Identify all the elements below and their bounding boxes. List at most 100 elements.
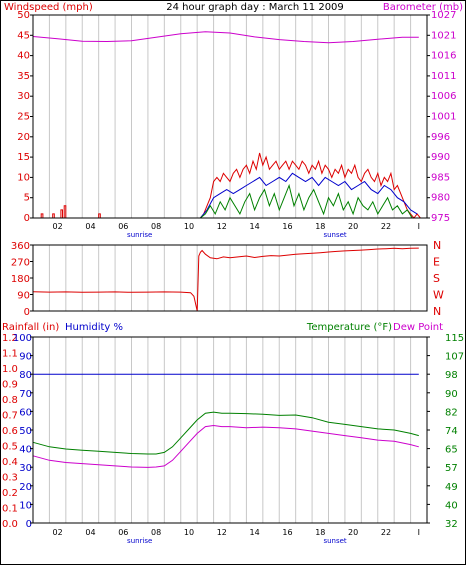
- humidity-tick-label: 90: [19, 352, 32, 363]
- rain-tick-label: 0.5: [2, 442, 18, 453]
- windspeed-label: Windspeed (mph): [4, 2, 93, 13]
- x-tick-label: 22: [381, 222, 391, 231]
- humidity-label: Humidity %: [65, 322, 123, 333]
- rain-tick-label: 0.8: [2, 395, 18, 406]
- y-right-tick-label: 990: [431, 152, 450, 163]
- sunset-label: sunset: [323, 537, 346, 545]
- humidity-tick-label: 50: [19, 426, 32, 437]
- y-right-tick-label: 1027: [431, 10, 456, 21]
- x-tick-label: 10: [184, 528, 194, 537]
- humidity-tick-label: 0: [26, 519, 32, 530]
- plot-frame: [32, 336, 428, 524]
- temperature-tick-label: 49: [445, 482, 458, 493]
- temperature-tick-label: 32: [445, 519, 458, 530]
- y-left-tick-label: 0: [24, 307, 30, 318]
- wind-barometer-panel: 0 5 10 15 20 25 30 35 40 45 50 975 980 985 990 996 1001 1…: [17, 10, 456, 239]
- temperature-tick-label: 98: [445, 370, 458, 381]
- x-tick-label: 18: [315, 222, 325, 231]
- y-left-tick-label: 45: [17, 30, 30, 41]
- y-right-tick-label: 985: [431, 172, 450, 183]
- rain-tick-label: 0.0: [2, 519, 18, 530]
- series-line-blue: [200, 172, 418, 219]
- y-right-tick-label: 1021: [431, 30, 456, 41]
- temperature-tick-label: 115: [445, 333, 464, 344]
- y-left-tick-label: 20: [17, 132, 30, 143]
- humidity-tick-label: 80: [19, 370, 32, 381]
- dewpoint-label: Dew Point: [393, 322, 443, 333]
- series-line-magenta: [32, 424, 419, 468]
- y-right-tick-label: 996: [431, 132, 450, 143]
- sunset-label: sunset: [323, 231, 346, 239]
- humidity-tick-label: 40: [19, 445, 32, 456]
- sunrise-label: sunrise: [127, 231, 152, 239]
- x-tick-label: 06: [118, 528, 128, 537]
- x-tick-label: I: [418, 222, 420, 231]
- x-tick-label: 08: [151, 222, 161, 231]
- x-tick-label: 20: [348, 222, 358, 231]
- temperature-tick-label: 40: [445, 500, 458, 511]
- chart-title: 24 hour graph day : March 11 2009: [166, 2, 344, 13]
- rain-tick-label: 0.1: [2, 504, 18, 515]
- x-tick-label: 02: [53, 528, 63, 537]
- y-left-tick-label: 5: [24, 193, 30, 204]
- x-tick-label: 10: [184, 222, 194, 231]
- x-tick-label: I: [418, 528, 420, 537]
- compass-label: W: [433, 289, 444, 302]
- x-tick-label: 06: [118, 222, 128, 231]
- plot-frame: [32, 244, 428, 312]
- x-tick-label: 16: [282, 222, 292, 231]
- y-left-tick-label: 35: [17, 71, 30, 82]
- temperature-tick-label: 65: [445, 445, 458, 456]
- rain-tick-label: 0.4: [2, 457, 18, 468]
- x-tick-label: 22: [381, 528, 391, 537]
- plot-frame: [32, 14, 428, 219]
- y-left-tick-label: 15: [17, 152, 30, 163]
- humidity-tick-label: 30: [19, 463, 32, 474]
- series-line-green: [32, 411, 419, 455]
- series-line-red: [33, 152, 421, 219]
- rain-tick-label: 1.0: [2, 364, 18, 375]
- series-line-magenta: [32, 31, 419, 44]
- x-tick-label: 08: [151, 528, 161, 537]
- humidity-tick-label: 60: [19, 407, 32, 418]
- rainfall-label: Rainfall (in): [2, 322, 59, 333]
- x-tick-label: 16: [282, 528, 292, 537]
- x-tick-label: 20: [348, 528, 358, 537]
- x-tick-label: 14: [250, 222, 260, 231]
- series-line-red: [32, 247, 419, 312]
- sunrise-label: sunrise: [127, 537, 152, 545]
- y-right-tick-label: 1001: [431, 112, 456, 123]
- x-tick-label: 18: [315, 528, 325, 537]
- humidity-tick-label: 10: [19, 500, 32, 511]
- humidity-tick-label: 70: [19, 389, 32, 400]
- rain-tick-label: 0.3: [2, 473, 18, 484]
- temperature-tick-label: 74: [445, 426, 458, 437]
- humidity-tick-label: 20: [19, 482, 32, 493]
- rain-humidity-temperature-panel: 0.0 0.1 0.2 0.3 0.4 0.5 0.6 0.7 0.8 0.9 1.0 1.1 1.2 0…: [2, 333, 464, 545]
- x-tick-label: 04: [85, 528, 95, 537]
- humidity-tick-label: 100: [13, 333, 32, 344]
- rain-tick-label: 0.7: [2, 411, 18, 422]
- temperature-label: Temperature (°F): [306, 322, 392, 333]
- barometer-label: Barometer (mb): [383, 2, 463, 13]
- x-tick-label: 02: [53, 222, 63, 231]
- compass-label: E: [433, 256, 440, 269]
- series-line-green: [200, 183, 418, 219]
- rain-tick-label: 0.9: [2, 380, 18, 391]
- rain-tick-label: 0.2: [2, 488, 18, 499]
- rain-tick-label: 0.6: [2, 426, 18, 437]
- y-left-tick-label: 25: [17, 112, 30, 123]
- rain-tick-label: 1.1: [2, 349, 18, 360]
- y-left-tick-label: 90: [17, 291, 30, 302]
- y-right-tick-label: 1006: [431, 91, 456, 102]
- y-left-tick-label: 0: [24, 213, 30, 224]
- y-left-tick-label: 180: [11, 274, 30, 285]
- y-left-tick-label: 360: [11, 241, 30, 252]
- x-tick-label: 04: [85, 222, 95, 231]
- y-right-tick-label: 980: [431, 193, 450, 204]
- x-tick-label: 12: [217, 528, 227, 537]
- temperature-tick-label: 57: [445, 463, 458, 474]
- wind-direction-panel: 0 N 90 W 180 S 270 E 360 N: [11, 239, 444, 318]
